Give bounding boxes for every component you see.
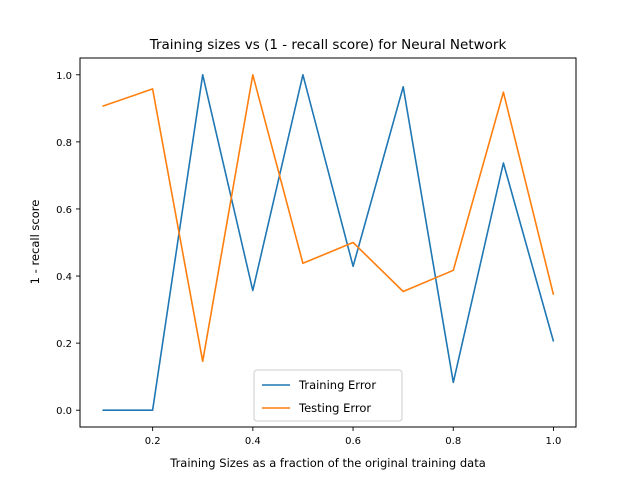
x-axis-ticks: 0.2 0.4 0.6 0.8 1.0	[145, 427, 562, 447]
x-tick-label: 0.2	[145, 436, 161, 447]
series-line-1	[102, 74, 555, 363]
legend-label-testing: Testing Error	[298, 401, 371, 415]
chart-title: Training sizes vs (1 - recall score) for…	[149, 37, 507, 53]
x-axis-label: Training Sizes as a fraction of the orig…	[169, 456, 486, 470]
legend-label-training: Training Error	[298, 378, 376, 392]
plot-lines	[102, 74, 555, 412]
y-tick-label: 1.0	[56, 71, 72, 82]
plot-frame	[79, 57, 577, 428]
y-axis-label: 1 - recall score	[28, 200, 42, 285]
y-tick-label: 0.2	[56, 339, 72, 350]
y-tick-label: 0.4	[56, 272, 72, 283]
legend: Training Error Testing Error	[253, 369, 403, 422]
y-axis-ticks: 0.0 0.2 0.4 0.6 0.8 1.0	[56, 71, 80, 417]
series-line-0	[102, 74, 555, 412]
x-tick-label: 0.4	[245, 436, 261, 447]
y-tick-label: 0.6	[56, 205, 72, 216]
y-tick-label: 0.0	[56, 406, 72, 417]
x-tick-label: 1.0	[546, 436, 562, 447]
x-tick-label: 0.6	[345, 436, 361, 447]
x-tick-label: 0.8	[445, 436, 461, 447]
legend-box	[253, 369, 403, 422]
y-tick-label: 0.8	[56, 138, 72, 149]
